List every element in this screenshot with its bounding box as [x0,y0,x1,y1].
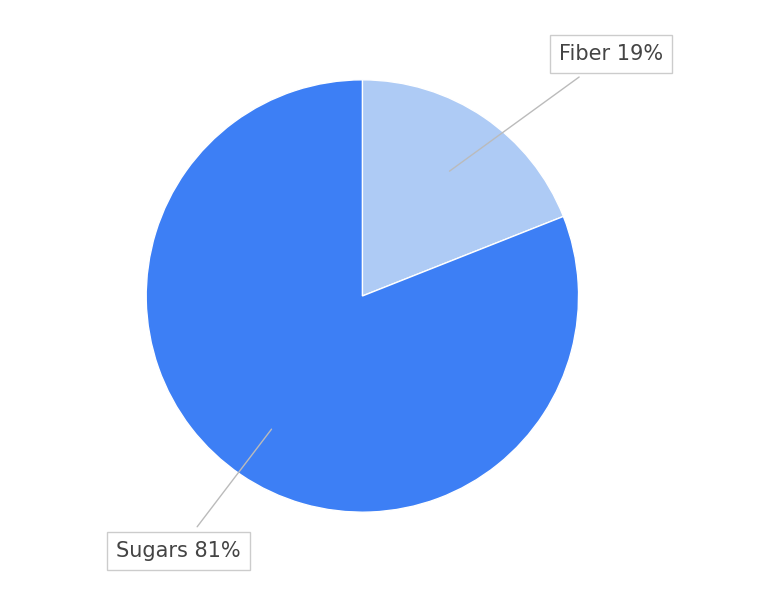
Text: Sugars 81%: Sugars 81% [116,429,272,561]
Text: Fiber 19%: Fiber 19% [449,44,663,171]
Wedge shape [362,80,564,296]
Wedge shape [146,80,578,512]
